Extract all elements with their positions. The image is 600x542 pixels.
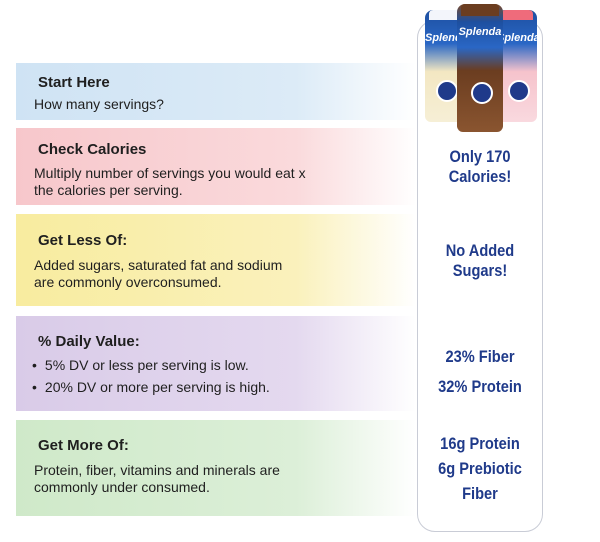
section-get-more-of: Get More Of: Protein, fiber, vitamins an… [16, 420, 416, 516]
claim-calories: Only 170 Calories! [426, 147, 534, 187]
section-body-line: Multiply number of servings you would ea… [34, 165, 306, 181]
section-check-calories: Check Calories Multiply number of servin… [16, 128, 416, 205]
section-body-line: commonly under consumed. [34, 479, 210, 495]
daily-value-bullets: 5% DV or less per serving is low. 20% DV… [32, 354, 270, 398]
bottle-cap [429, 10, 461, 20]
bottle-cap [461, 4, 499, 16]
bottle-badge-icon [471, 82, 493, 104]
claim-line: 16g Protein [440, 434, 520, 453]
bottle-brand: Splenda [497, 32, 537, 44]
claim-line: 32% Protein [438, 377, 522, 396]
section-title: Get Less Of: [38, 232, 128, 249]
section-body-line: Added sugars, saturated fat and sodium [34, 257, 283, 273]
section-body: Protein, fiber, vitamins and minerals ar… [34, 462, 280, 496]
claim-line: Only 170 [449, 147, 511, 166]
section-title: % Daily Value: [38, 333, 140, 350]
bottle-badge-icon [436, 80, 458, 102]
bottle-brand: Splenda [458, 26, 502, 38]
section-body-line: Protein, fiber, vitamins and minerals ar… [34, 462, 280, 478]
bottle-badge-icon [508, 80, 530, 102]
bullet-item: 5% DV or less per serving is low. [32, 354, 270, 376]
section-body-line: the calories per serving. [34, 182, 183, 198]
bottle-chocolate: Splenda [457, 4, 503, 132]
section-body: How many servings? [34, 96, 164, 112]
claim-daily-value: 23% Fiber 32% Protein [426, 342, 534, 402]
claim-protein: 16g Protein 6g Prebiotic Fiber [426, 431, 534, 506]
bottle-brand: Splenda [425, 32, 465, 44]
section-body: Multiply number of servings you would ea… [34, 165, 306, 199]
claim-line: Fiber [462, 484, 498, 503]
claim-line: No Added [445, 241, 515, 260]
claim-line: Sugars! [452, 261, 508, 280]
claim-line: 23% Fiber [445, 347, 515, 366]
section-title: Check Calories [38, 141, 147, 158]
section-title: Start Here [38, 74, 110, 91]
bottle-cap [501, 10, 533, 20]
product-bottles-image: Splenda Splenda Splenda [417, 2, 543, 134]
section-get-less-of: Get Less Of: Added sugars, saturated fat… [16, 214, 416, 306]
bottle-strawberry: Splenda [497, 10, 537, 122]
claim-line: Calories! [448, 167, 512, 186]
claim-line: 6g Prebiotic [438, 459, 522, 478]
claim-sugars: No Added Sugars! [426, 241, 534, 281]
section-body: Added sugars, saturated fat and sodium a… [34, 257, 282, 291]
section-title: Get More Of: [38, 437, 129, 454]
section-daily-value: % Daily Value: 5% DV or less per serving… [16, 316, 416, 411]
section-body-line: are commonly overconsumed. [34, 274, 222, 290]
bullet-item: 20% DV or more per serving is high. [32, 376, 270, 398]
section-start-here: Start Here How many servings? [16, 63, 416, 120]
